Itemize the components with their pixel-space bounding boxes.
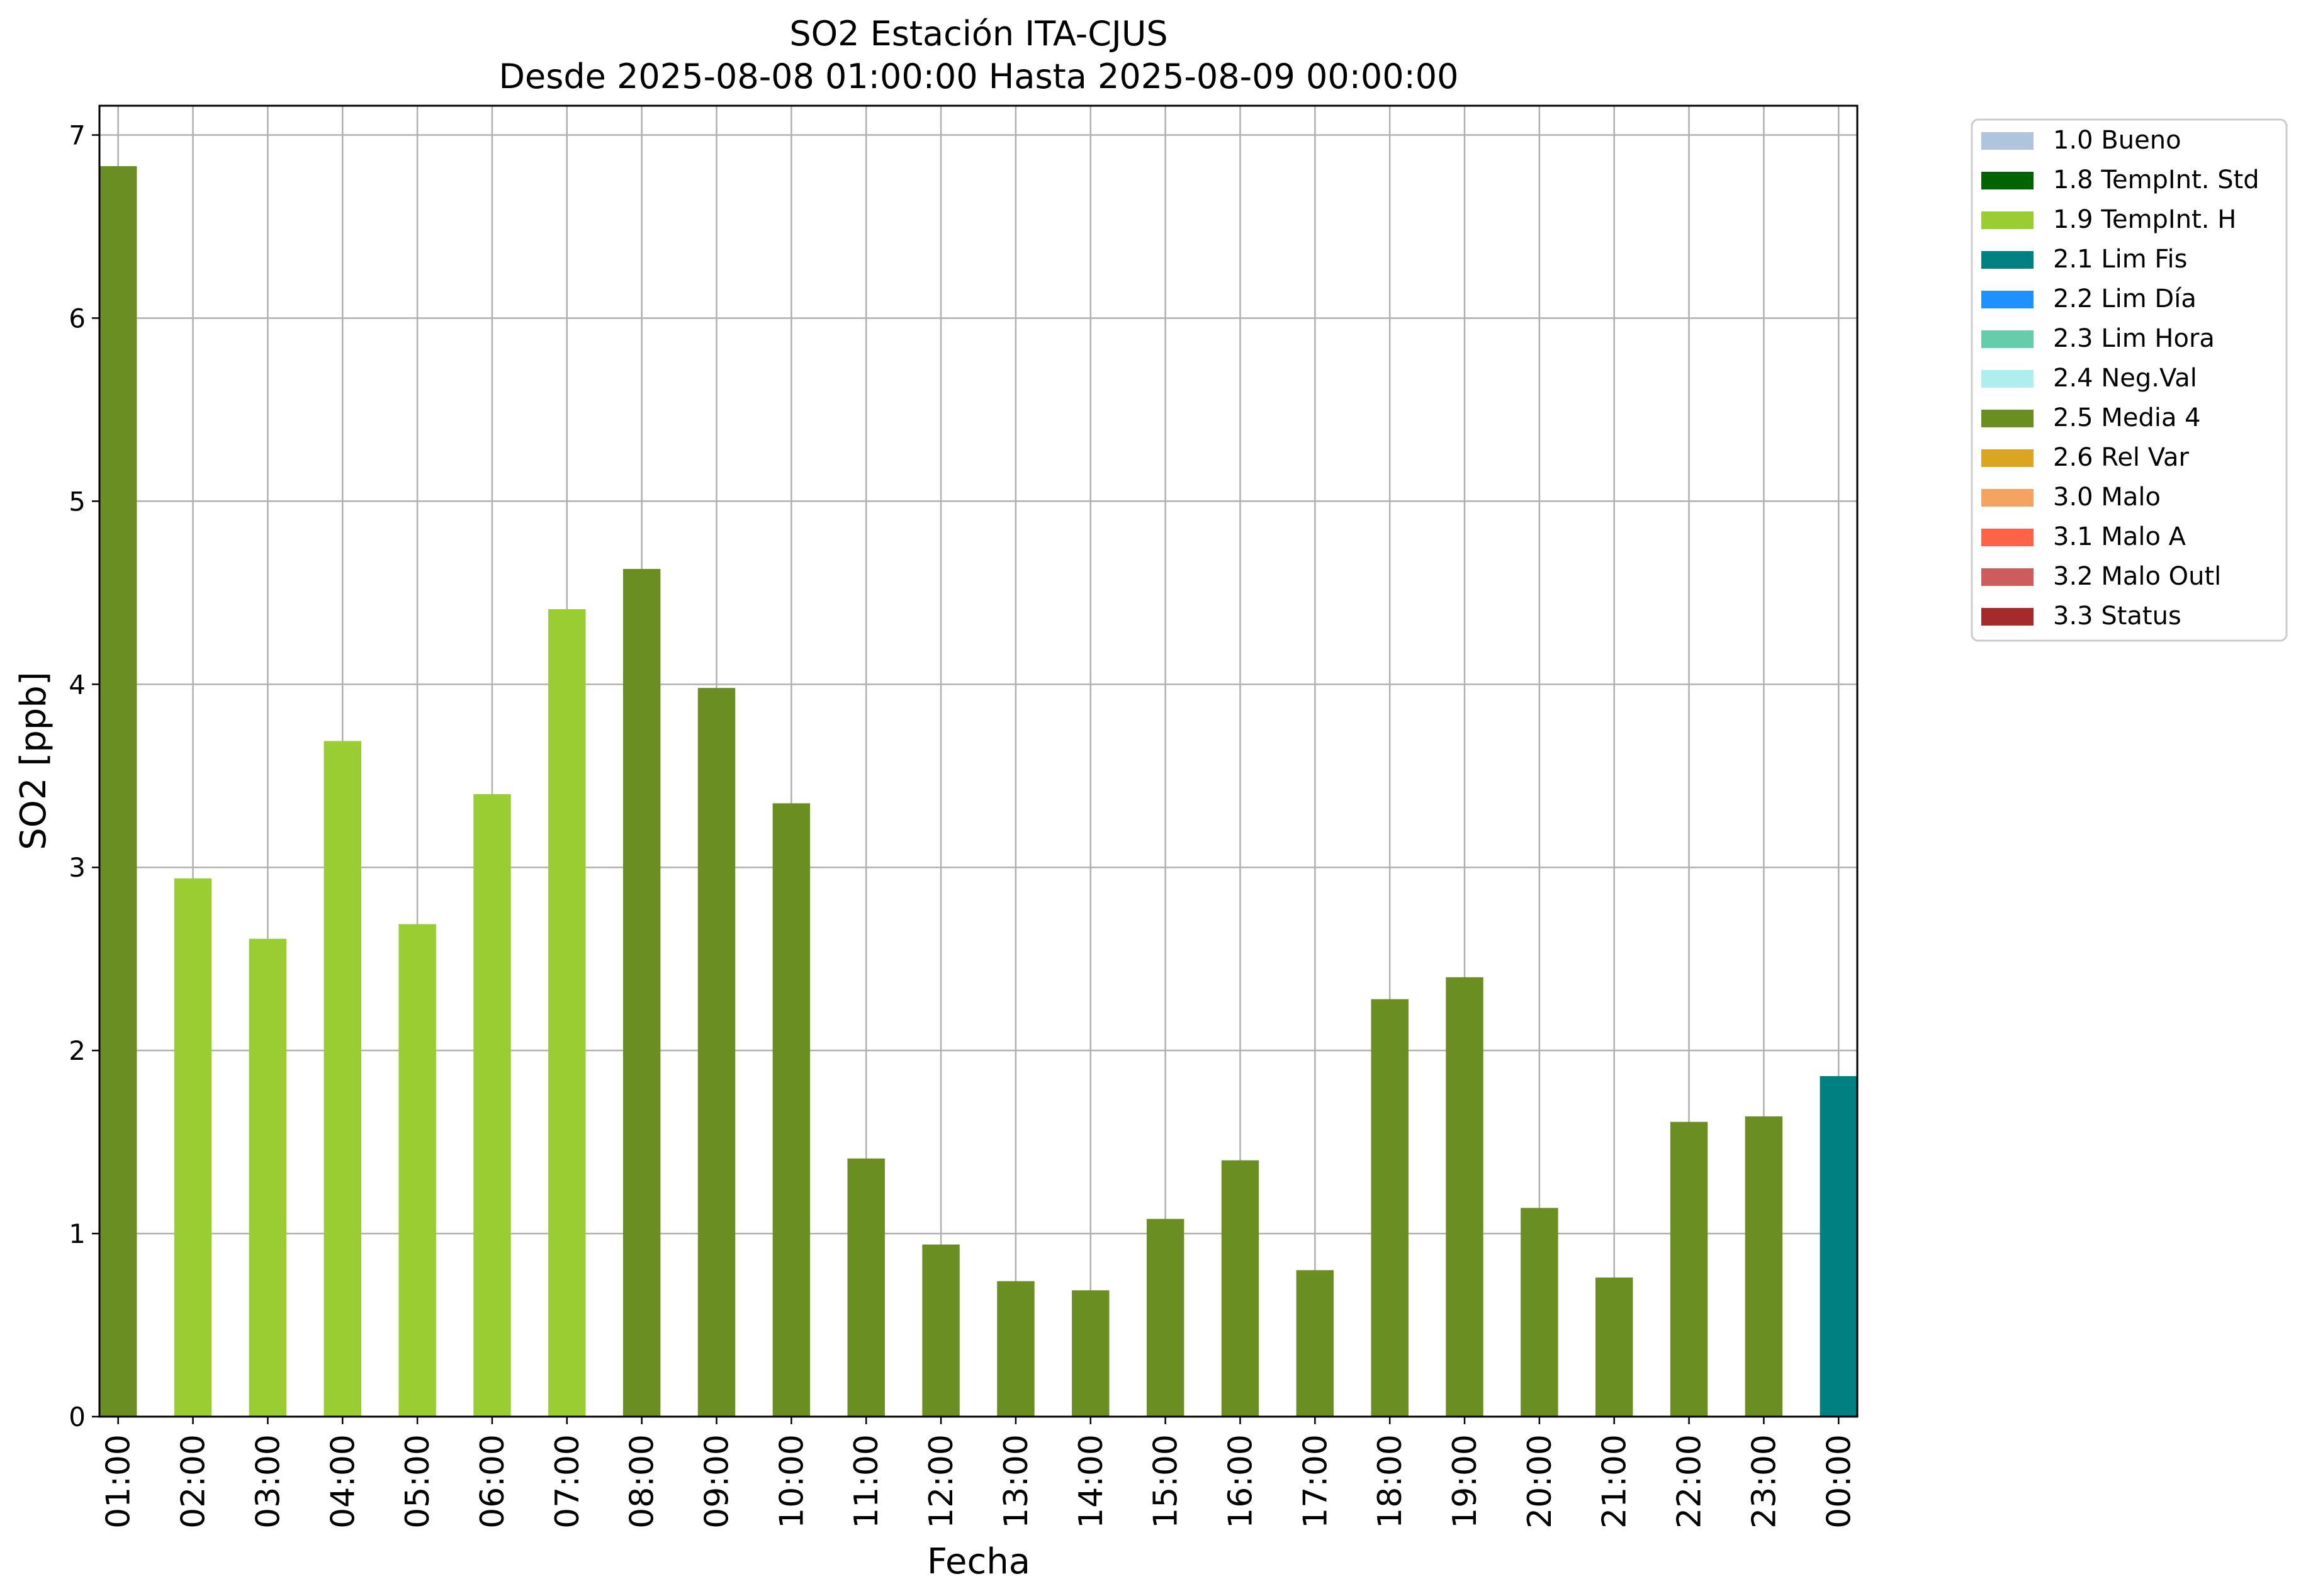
legend-label: 2.5 Media 4 bbox=[2053, 403, 2201, 432]
x-tick-label: 15:00 bbox=[1147, 1434, 1185, 1529]
x-tick-label: 01:00 bbox=[100, 1434, 138, 1529]
bar bbox=[1296, 1270, 1334, 1417]
bar bbox=[1221, 1160, 1259, 1417]
x-tick-label: 09:00 bbox=[699, 1434, 736, 1529]
legend-swatch bbox=[1981, 608, 2034, 626]
legend-swatch bbox=[1981, 211, 2034, 229]
legend-swatch bbox=[1981, 370, 2034, 388]
x-tick-label: 17:00 bbox=[1297, 1434, 1334, 1529]
x-tick-label: 19:00 bbox=[1446, 1434, 1484, 1529]
x-tick-label: 23:00 bbox=[1745, 1434, 1783, 1529]
x-tick-label: 20:00 bbox=[1521, 1434, 1559, 1529]
bar bbox=[1745, 1116, 1783, 1417]
x-tick-label: 04:00 bbox=[324, 1434, 362, 1529]
bar bbox=[1146, 1218, 1184, 1417]
bar bbox=[1595, 1277, 1633, 1417]
legend: 1.0 Bueno 1.8 TempInt. Std 1.9 TempInt. H 2… bbox=[1971, 118, 2288, 642]
legend-swatch bbox=[1981, 251, 2034, 269]
x-tick-label: 00:00 bbox=[1820, 1434, 1858, 1529]
bar bbox=[1820, 1076, 1857, 1417]
bar bbox=[622, 569, 661, 1417]
x-axis-label: Fecha bbox=[927, 1541, 1030, 1582]
legend-label: 3.3 Status bbox=[2053, 602, 2181, 631]
legend-label: 1.0 Bueno bbox=[2053, 126, 2181, 155]
legend-label: 3.1 Malo A bbox=[2053, 522, 2186, 551]
bar bbox=[174, 878, 212, 1417]
x-tick-label: 02:00 bbox=[175, 1434, 213, 1529]
x-tick-label: 11:00 bbox=[848, 1434, 886, 1529]
legend-swatch bbox=[1981, 172, 2034, 189]
x-tick-label: 12:00 bbox=[923, 1434, 960, 1529]
y-tick-label: 3 bbox=[69, 852, 86, 883]
y-tick-label: 6 bbox=[69, 303, 86, 334]
legend-label: 1.9 TempInt. H bbox=[2053, 205, 2236, 234]
bars bbox=[99, 166, 1857, 1417]
x-tick-label: 03:00 bbox=[249, 1434, 287, 1529]
legend-swatch bbox=[1981, 568, 2034, 586]
bar bbox=[1072, 1290, 1110, 1417]
y-tick-label: 1 bbox=[69, 1218, 86, 1249]
y-axis-label: SO2 [ppb] bbox=[13, 672, 54, 850]
bar bbox=[548, 609, 586, 1417]
chart-title-line1: SO2 Estación ITA-CJUS bbox=[789, 14, 1167, 53]
x-tick-label: 06:00 bbox=[474, 1434, 512, 1529]
legend-label: 2.3 Lim Hora bbox=[2053, 324, 2215, 353]
bar bbox=[1371, 999, 1409, 1417]
bar bbox=[922, 1244, 960, 1417]
plot-area-frame bbox=[98, 104, 1859, 1418]
legend-frame bbox=[1971, 118, 2288, 642]
x-tick-label: 07:00 bbox=[549, 1434, 587, 1529]
legend-items: 1.0 Bueno 1.8 TempInt. Std 1.9 TempInt. H 2… bbox=[1981, 126, 2259, 631]
bar bbox=[997, 1281, 1035, 1417]
bar bbox=[249, 938, 287, 1417]
legend-swatch bbox=[1981, 330, 2034, 348]
x-tick-label: 22:00 bbox=[1671, 1434, 1709, 1529]
legend-swatch bbox=[1981, 489, 2034, 507]
x-tick-label: 13:00 bbox=[998, 1434, 1035, 1529]
x-tick-label: 16:00 bbox=[1222, 1434, 1259, 1529]
y-tick-label: 2 bbox=[69, 1035, 86, 1066]
legend-label: 2.2 Lim Día bbox=[2053, 284, 2197, 313]
x-axis-ticks: 01:00 02:00 03:00 04:00 05:00 06:00 07:00 08:00… bbox=[100, 1417, 1858, 1529]
bar bbox=[473, 794, 511, 1417]
bar bbox=[1446, 977, 1483, 1417]
chart-title-line2: Desde 2025-08-08 01:00:00 Hasta 2025-08-… bbox=[498, 57, 1458, 96]
x-tick-label: 10:00 bbox=[773, 1434, 811, 1529]
legend-label: 1.8 TempInt. Std bbox=[2053, 166, 2259, 194]
legend-label: 3.0 Malo bbox=[2053, 483, 2161, 512]
legend-label: 2.6 Rel Var bbox=[2053, 443, 2190, 472]
x-tick-label: 08:00 bbox=[624, 1434, 661, 1529]
legend-label: 2.4 Neg.Val bbox=[2053, 364, 2197, 393]
legend-swatch bbox=[1981, 132, 2034, 150]
y-tick-label: 5 bbox=[69, 486, 86, 517]
bar bbox=[847, 1158, 885, 1417]
x-tick-label: 05:00 bbox=[399, 1434, 437, 1529]
y-tick-label: 4 bbox=[69, 669, 86, 700]
bar bbox=[772, 803, 811, 1417]
bar bbox=[697, 688, 736, 1417]
bar bbox=[99, 166, 137, 1417]
bar bbox=[1521, 1208, 1558, 1417]
legend-swatch bbox=[1981, 291, 2034, 308]
bar bbox=[1670, 1121, 1708, 1417]
legend-swatch bbox=[1981, 410, 2034, 427]
legend-label: 3.2 Malo Outl bbox=[2053, 562, 2221, 591]
y-tick-label: 7 bbox=[69, 120, 86, 151]
y-tick-label: 0 bbox=[69, 1402, 86, 1432]
x-tick-label: 21:00 bbox=[1596, 1434, 1634, 1529]
legend-swatch bbox=[1981, 449, 2034, 467]
x-tick-label: 18:00 bbox=[1371, 1434, 1409, 1529]
bar bbox=[398, 924, 436, 1417]
bar bbox=[323, 741, 361, 1417]
y-axis-ticks: 0 1 2 3 4 5 6 7 bbox=[69, 120, 99, 1432]
legend-swatch bbox=[1981, 529, 2034, 546]
x-tick-label: 14:00 bbox=[1072, 1434, 1110, 1529]
legend-label: 2.1 Lim Fis bbox=[2053, 245, 2187, 274]
